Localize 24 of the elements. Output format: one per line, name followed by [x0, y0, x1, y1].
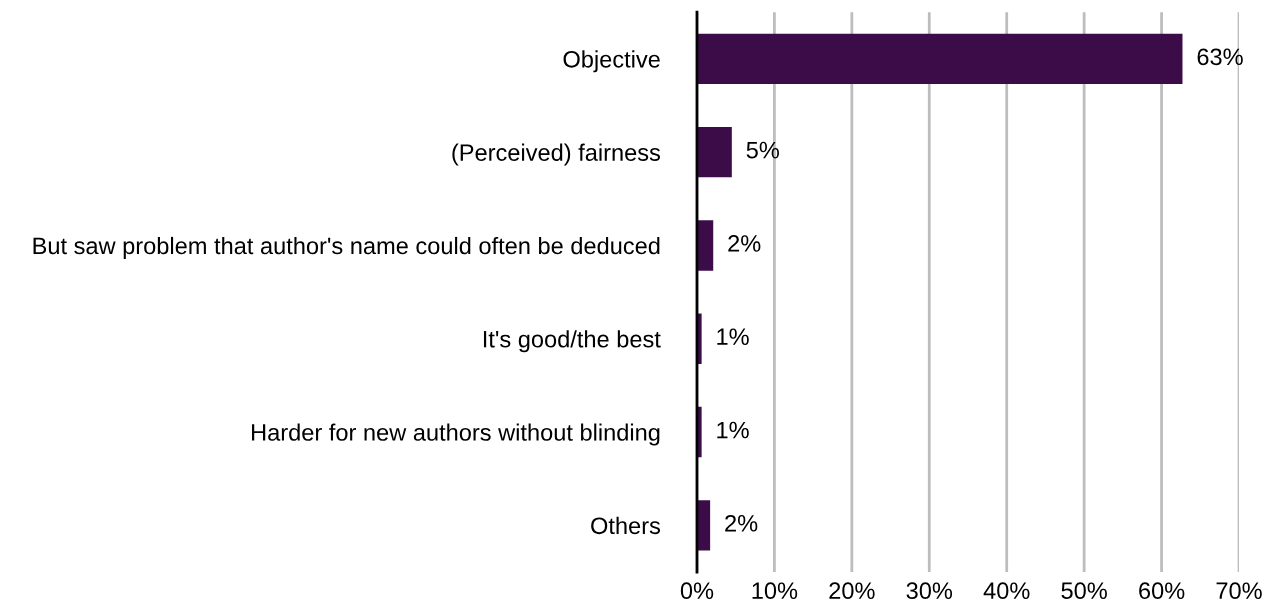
x-tick-label: 30%	[906, 582, 953, 600]
x-tick-label: 10%	[752, 582, 798, 600]
y-tick-label: (Perceived) fairness	[452, 143, 661, 166]
x-tick-label: 20%	[829, 582, 875, 600]
data-label: 2%	[725, 514, 758, 532]
bar	[696, 500, 711, 551]
bar	[696, 220, 714, 271]
x-tick-label: 40%	[983, 582, 1030, 600]
data-label: 5%	[746, 141, 779, 159]
x-tick-label: 0%	[680, 582, 714, 600]
y-tick-label: Others	[591, 516, 661, 535]
data-label: 1%	[717, 328, 749, 345]
data-label: 1%	[717, 421, 749, 439]
x-tick-label: 60%	[1139, 582, 1185, 600]
y-tick-label: But saw problem that author's name could often be deduced	[33, 236, 660, 259]
y-tick-label: Harder for new authors without blinding	[252, 423, 660, 446]
data-label: 63%	[1197, 48, 1243, 66]
bar	[696, 126, 732, 178]
y-tick-label: It's good/the best	[483, 330, 661, 353]
data-label: 2%	[728, 235, 761, 252]
y-tick-label: Objective	[563, 50, 660, 73]
x-tick-label: 70%	[1216, 582, 1262, 600]
bar	[696, 33, 1183, 85]
x-tick-label: 50%	[1061, 582, 1107, 600]
